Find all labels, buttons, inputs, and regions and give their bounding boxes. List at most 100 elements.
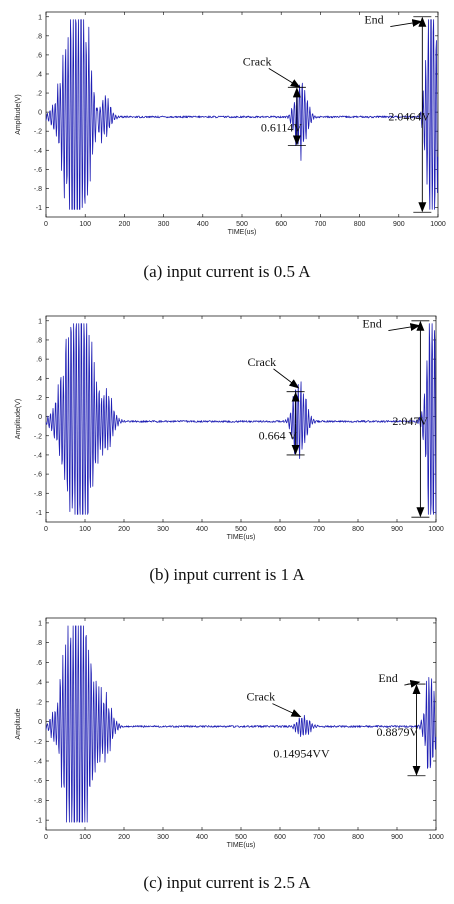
pointer-label: End	[378, 671, 397, 685]
x-tick-label: 1000	[430, 221, 446, 228]
signal-line	[45, 625, 437, 823]
x-tick-label: 1000	[428, 834, 444, 841]
y-tick-label: 1	[38, 620, 42, 627]
pointer-arrow	[273, 368, 300, 389]
x-tick-label: 100	[79, 834, 91, 841]
chart-panel-1: 0 100 200 300 400 500 600 700 800 900 1000 1 .8 .6 .4.…	[15, 11, 446, 281]
pointer-label: Crack	[243, 54, 272, 68]
pointer-label: End	[362, 317, 381, 331]
x-tick-label: 600	[274, 834, 286, 841]
y-tick-label: .2	[36, 395, 42, 402]
y-tick-label: .2	[36, 699, 42, 706]
x-axis-label: TIME(us)	[228, 229, 257, 236]
x-tick-label: 100	[79, 221, 91, 228]
y-tick-label: .2	[36, 91, 42, 98]
x-axis-label: TIME(us)	[227, 534, 256, 541]
x-tick-label: 700	[315, 221, 327, 228]
y-tick-label: .8	[36, 33, 42, 40]
annotation: 2.047V	[392, 320, 430, 518]
chart-panel-3: 0 100 200 300 400 500 600 700 800 900 1000 1 .8 .6 .4.…	[15, 617, 444, 892]
x-tick-label: 900	[391, 834, 403, 841]
annotation: End	[378, 671, 421, 688]
x-tick-label: 300	[157, 526, 169, 533]
y-axis-label: Amplitude	[15, 708, 22, 739]
y-tick-label: -.2	[34, 433, 42, 440]
y-tick-label: -.2	[34, 739, 42, 746]
x-tick-label: 800	[352, 526, 364, 533]
x-tick-label: 300	[157, 834, 169, 841]
y-tick-label: -1	[36, 510, 42, 517]
amplitude-label: 2.047V	[392, 414, 428, 428]
figure-caption: (a) input current is 0.5 A	[143, 262, 311, 281]
y-tick-label: -.2	[34, 129, 42, 136]
y-tick-label: -.8	[34, 491, 42, 498]
amplitude-label: 0.14954VV	[273, 746, 330, 760]
figure-caption: (b) input current is 1 A	[149, 565, 305, 584]
annotation: 0.14954VV	[273, 746, 330, 760]
y-tick-label: -.6	[34, 472, 42, 479]
x-tick-label: 600	[275, 221, 287, 228]
x-tick-label: 0	[44, 526, 48, 533]
signal-line	[45, 19, 439, 210]
y-tick-label: .6	[36, 52, 42, 59]
x-axis-label: TIME(us)	[227, 842, 256, 849]
y-tick-label: 0	[38, 110, 42, 117]
pointer-arrow	[404, 679, 421, 688]
x-tick-label: 400	[197, 221, 209, 228]
chart-panel-2: 0 100 200 300 400 500 600 700 800 900 1000 1 .8 .6 .4.…	[15, 315, 444, 584]
annotation: Crack	[243, 54, 301, 88]
x-tick-label: 700	[313, 834, 325, 841]
x-tick-label: 200	[118, 526, 130, 533]
y-tick-label: 1	[38, 14, 42, 21]
amplitude-label: 0.8879V	[377, 725, 419, 739]
annotation: Crack	[246, 690, 302, 718]
x-tick-label: 0	[44, 221, 48, 228]
x-tick-label: 1000	[428, 526, 444, 533]
y-tick-label: .8	[36, 640, 42, 647]
y-tick-label: 0	[38, 414, 42, 421]
y-tick-label: .6	[36, 357, 42, 364]
x-tick-label: 100	[79, 526, 91, 533]
y-tick-label: -.8	[34, 798, 42, 805]
x-tick-label: 400	[196, 834, 208, 841]
y-tick-label: -.4	[34, 148, 42, 155]
annotation: Crack	[248, 355, 300, 389]
x-tick-label: 800	[352, 834, 364, 841]
y-axis-label: Amplitude(V)	[15, 94, 22, 134]
x-tick-label: 0	[44, 834, 48, 841]
x-tick-label: 200	[118, 834, 130, 841]
y-tick-label: .4	[36, 680, 42, 687]
y-tick-label: .8	[36, 337, 42, 344]
x-tick-label: 500	[235, 526, 247, 533]
y-tick-label: .4	[36, 71, 42, 78]
annotation: End	[364, 13, 423, 27]
y-tick-label: -1	[36, 818, 42, 825]
figure-caption: (c) input current is 2.5 A	[143, 873, 311, 892]
y-axis-label: Amplitude(V)	[15, 399, 22, 439]
x-tick-label: 700	[313, 526, 325, 533]
y-tick-label: 0	[38, 719, 42, 726]
y-tick-label: -.4	[34, 452, 42, 459]
pointer-label: End	[364, 13, 383, 27]
pointer-arrow	[390, 19, 423, 27]
x-tick-label: 400	[196, 526, 208, 533]
annotation: 0.664 V	[259, 391, 305, 456]
y-tick-label: -.8	[34, 186, 42, 193]
x-tick-label: 200	[119, 221, 131, 228]
pointer-arrow	[272, 703, 302, 718]
annotation: 2.0464V	[388, 16, 432, 213]
x-tick-label: 600	[274, 526, 286, 533]
pointer-arrow	[388, 323, 421, 332]
y-tick-label: .4	[36, 376, 42, 383]
annotation: 0.8879V	[377, 683, 426, 777]
y-tick-label: -.6	[34, 778, 42, 785]
amplitude-label: 0.664 V	[259, 428, 298, 442]
x-tick-label: 500	[236, 221, 248, 228]
amplitude-label: 0.6114V	[261, 120, 303, 134]
y-tick-label: -.6	[34, 167, 42, 174]
y-tick-label: .6	[36, 660, 42, 667]
signal-line	[45, 323, 437, 515]
x-tick-label: 800	[354, 221, 366, 228]
pointer-label: Crack	[248, 355, 277, 369]
